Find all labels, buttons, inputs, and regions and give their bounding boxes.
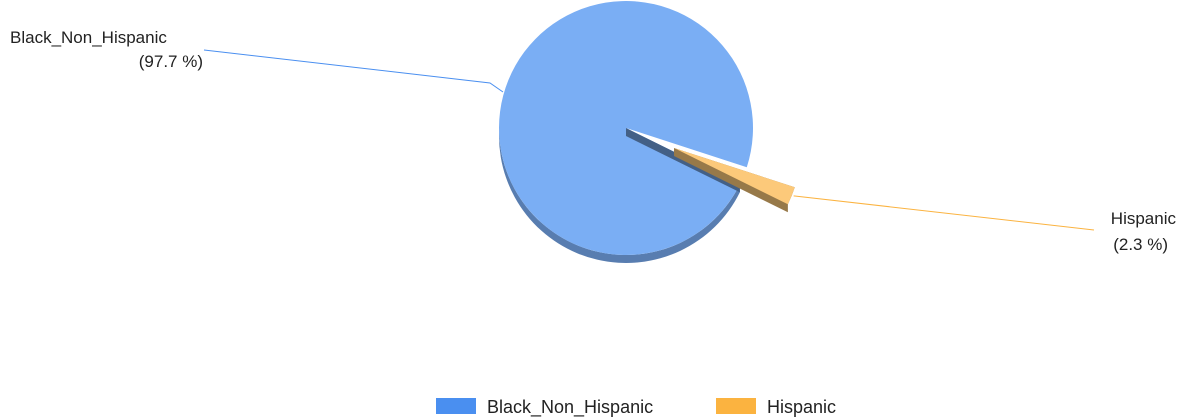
leader-line-hispanic [793,195,1095,231]
legend-swatch-black-non-hispanic[interactable] [436,398,476,414]
legend: Black_Non_Hispanic Hispanic [436,397,836,418]
leader-line-black-non-hispanic [203,49,504,93]
pie-slice-hispanic[interactable] [674,148,795,205]
pie-group [499,0,795,263]
slice-value-hispanic: (2.3 %) [1113,235,1168,254]
legend-swatch-hispanic[interactable] [716,398,756,414]
slice-label-hispanic: Hispanic [1111,209,1177,228]
legend-label-black-non-hispanic[interactable]: Black_Non_Hispanic [487,397,653,418]
legend-label-hispanic[interactable]: Hispanic [767,397,836,417]
slice-label-black-non-hispanic: Black_Non_Hispanic [10,28,167,47]
pie-slice-black-non-hispanic[interactable] [499,0,754,255]
slice-value-black-non-hispanic: (97.7 %) [139,52,203,71]
pie-slice-side-hispanic [674,148,795,213]
